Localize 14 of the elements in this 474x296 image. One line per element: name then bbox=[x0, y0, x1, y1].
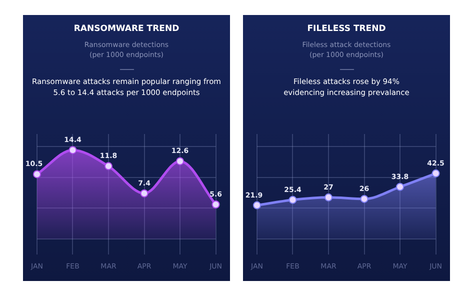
chart-title: RANSOMWARE TREND bbox=[72, 24, 180, 34]
point bbox=[288, 196, 297, 204]
point bbox=[104, 162, 113, 170]
point bbox=[32, 170, 41, 178]
point bbox=[140, 189, 148, 198]
point bbox=[396, 182, 404, 191]
point bbox=[324, 193, 333, 202]
chart-title: FILELESS TREND bbox=[306, 24, 387, 34]
point bbox=[68, 146, 77, 154]
point bbox=[176, 157, 184, 166]
point bbox=[432, 169, 440, 178]
point bbox=[252, 201, 261, 210]
point bbox=[360, 194, 368, 203]
point bbox=[212, 200, 220, 209]
